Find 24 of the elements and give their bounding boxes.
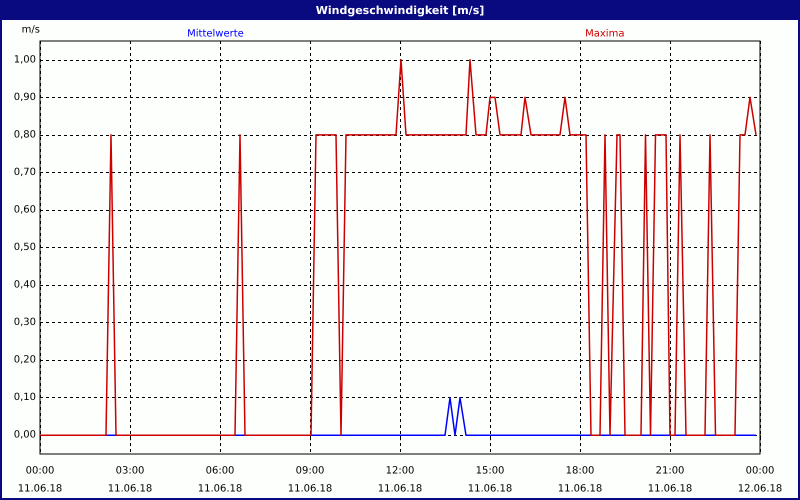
y-tick-label: 0,50	[14, 242, 36, 253]
x-tick-label: 03:00 11.06.18	[108, 466, 152, 494]
x-tick-label: 12:00 11.06.18	[378, 466, 422, 494]
x-tick-label: 00:00 11.06.18	[18, 466, 62, 494]
y-axis-title: m/s	[22, 24, 40, 36]
x-tick-label: 21:00 11.06.18	[648, 466, 692, 494]
y-tick-label: 0,40	[14, 280, 36, 291]
y-tick-label: 0,30	[14, 317, 36, 328]
y-tick-label: 0,00	[14, 430, 36, 441]
y-tick-label: 0,80	[14, 129, 36, 140]
x-tick-label: 09:00 11.06.18	[288, 466, 332, 494]
chart-title: Windgeschwindigkeit [m/s]	[2, 2, 798, 20]
y-tick-label: 0,20	[14, 354, 36, 366]
y-tick-label: 0,10	[14, 392, 36, 404]
text: Maxima	[585, 28, 624, 40]
x-tick-label: 00:00 12.06.18	[738, 466, 782, 494]
y-tick-label: 0,60	[14, 204, 36, 216]
text: Mittelwerte	[187, 28, 244, 40]
x-tick-label: 18:00 11.06.18	[558, 466, 602, 494]
x-tick-label: 06:00 11.06.18	[198, 466, 242, 494]
y-tick-label: 0,70	[14, 166, 36, 178]
x-tick-label: 15:00 11.06.18	[468, 466, 512, 494]
y-tick-label: 0,90	[14, 92, 36, 103]
y-tick-label: 1,00	[14, 54, 36, 66]
